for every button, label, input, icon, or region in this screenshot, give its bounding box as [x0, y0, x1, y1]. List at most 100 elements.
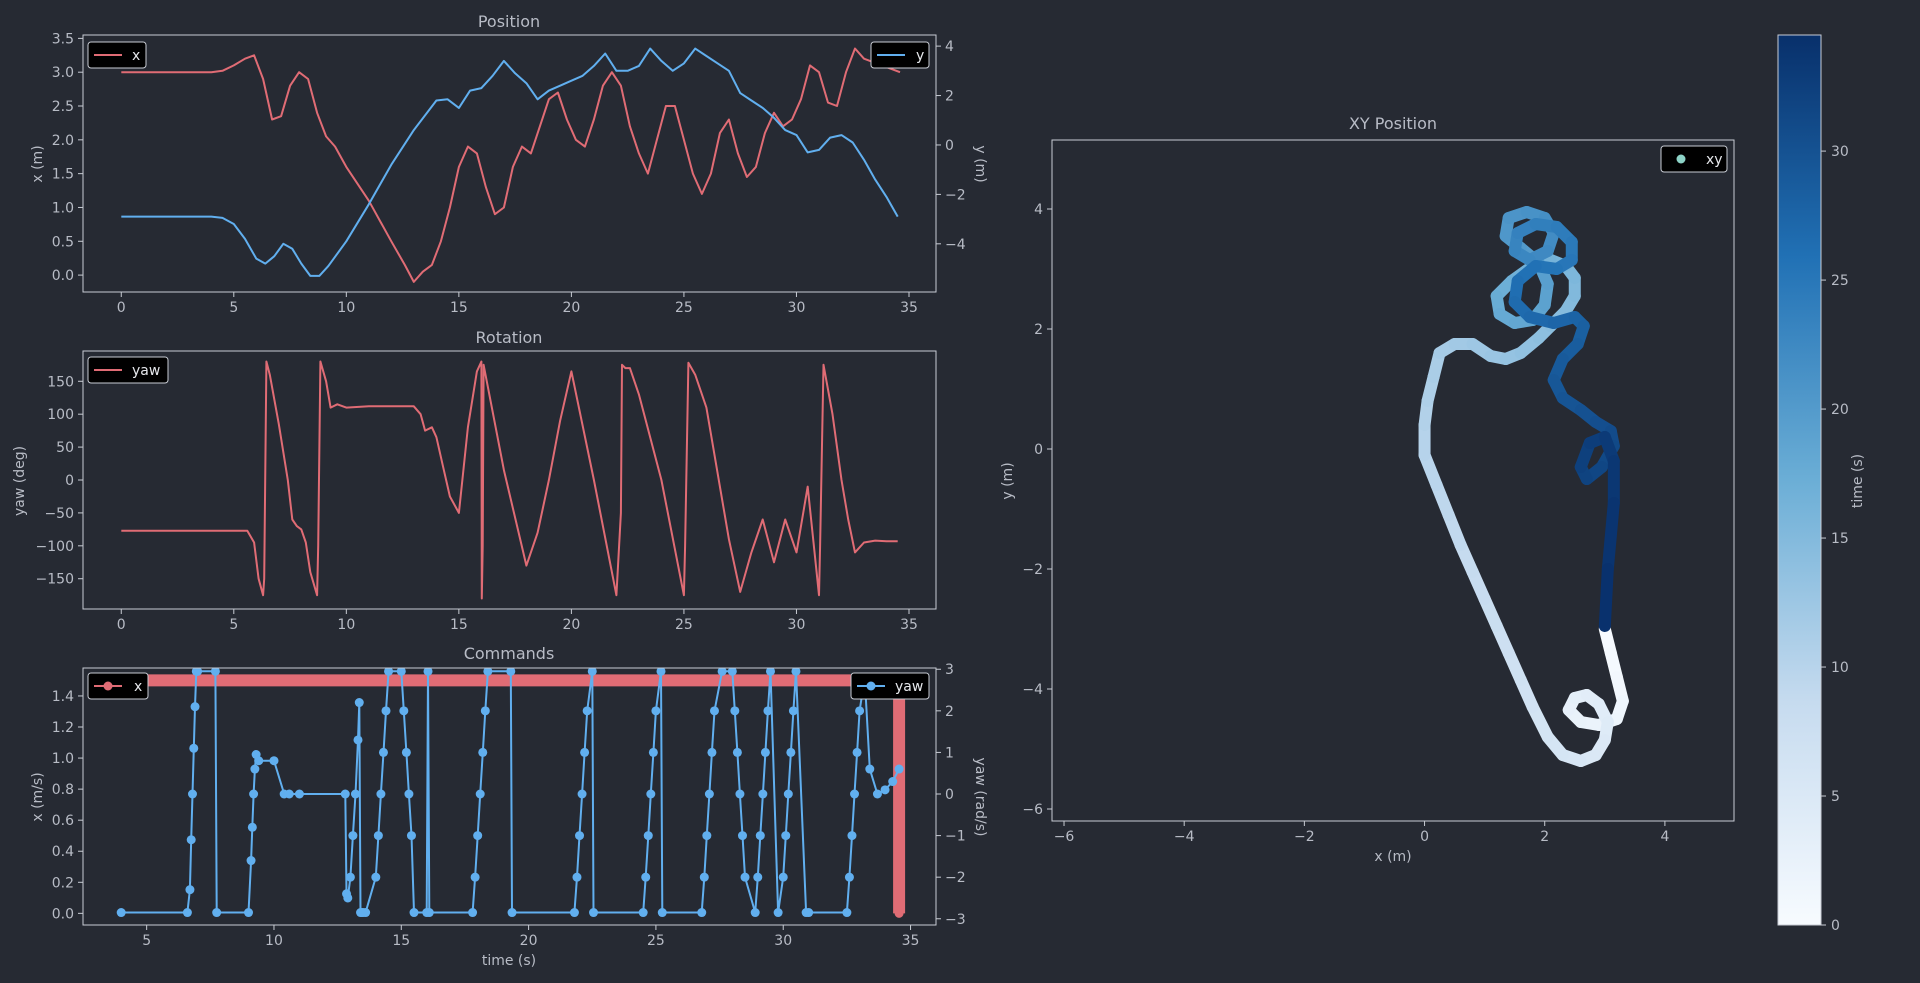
colorbar: 0 5 10 15 20 25 30 time (s) — [1777, 34, 1866, 934]
legend-box — [1660, 145, 1728, 173]
data-point-yaw — [376, 789, 386, 799]
data-point-yaw — [704, 789, 714, 799]
y-tick-label: −150 — [36, 572, 74, 588]
data-point-yaw — [575, 831, 585, 841]
x-tick-label: 10 — [337, 300, 355, 316]
data-point-yaw — [378, 747, 388, 757]
y-right-tick-label: −4 — [945, 237, 966, 253]
legend-y: y — [870, 41, 930, 69]
x-tick-label: 10 — [265, 933, 283, 949]
y-tick-label: 2.0 — [52, 133, 74, 149]
data-point-yaw — [844, 872, 854, 882]
data-point-yaw — [641, 872, 651, 882]
legend-label-yaw: yaw — [895, 679, 923, 695]
data-point-yaw — [244, 908, 254, 918]
commands-chart: Commands time (s) x (m/s) yaw (rad/s) 5 1… — [30, 644, 988, 969]
x-tick-label: 35 — [902, 933, 920, 949]
data-point-yaw — [384, 668, 394, 676]
data-point-yaw — [880, 785, 890, 795]
data-point-yaw — [182, 908, 192, 918]
data-point-yaw — [409, 908, 419, 918]
data-point-yaw — [638, 908, 648, 918]
series-layer — [121, 47, 901, 283]
y-right-tick-label: 2 — [945, 89, 954, 105]
colorbar-tick-label: 25 — [1831, 273, 1849, 289]
series-layer — [121, 360, 898, 600]
data-point-yaw — [340, 789, 350, 799]
legend-x-cmd: x — [87, 672, 149, 700]
data-point-yaw — [582, 706, 592, 716]
plot-frame — [1051, 139, 1735, 822]
plot-frame — [82, 667, 937, 926]
series-layer — [116, 668, 906, 918]
xy-trajectory-segment — [1598, 563, 1614, 632]
position-chart: Position x (m) y (m) 0 5 10 15 20 25 30 350.00.… — [30, 12, 988, 316]
y-tick-label: 1.4 — [52, 689, 74, 705]
data-point-yaw — [643, 831, 653, 841]
data-point-yaw — [345, 872, 355, 882]
y-tick-label: −50 — [44, 506, 74, 522]
x-tick-label: 4 — [1660, 829, 1669, 845]
data-point-yaw — [732, 747, 742, 757]
data-point-yaw — [423, 668, 433, 676]
data-point-yaw — [587, 668, 597, 676]
data-point-yaw — [399, 706, 409, 716]
data-point-yaw — [697, 908, 707, 918]
y-tick-label: 0.8 — [52, 782, 74, 798]
x-tick-label: 2 — [1540, 829, 1549, 845]
y-tick-label: 2 — [1034, 322, 1043, 338]
x-tick-label: −4 — [1174, 829, 1195, 845]
legend-box — [850, 672, 930, 700]
x-tick-label: 35 — [900, 617, 918, 633]
y-tick-label: 150 — [47, 374, 74, 390]
y-tick-label: 0.6 — [52, 813, 74, 829]
y-axis-label: yaw (deg) — [12, 446, 28, 516]
legend-yaw: yaw — [87, 356, 169, 384]
series-line-x — [121, 47, 901, 283]
y-right-tick-label: −3 — [945, 912, 966, 928]
ticks-layer: 0 5 10 15 20 25 30 35 −150 −100 −50 0 50 100 150 — [36, 374, 918, 633]
data-point-yaw — [210, 668, 220, 676]
data-point-yaw — [185, 885, 195, 895]
x-tick-label: 0 — [1420, 829, 1429, 845]
data-point-yaw — [475, 789, 485, 799]
legend-label-x: x — [132, 48, 140, 64]
legend-yaw-cmd: yaw — [850, 672, 930, 700]
data-point-yaw — [850, 789, 860, 799]
xy-trajectory-segment — [1601, 497, 1620, 575]
x-tick-label: 0 — [117, 300, 126, 316]
x-tick-label: 15 — [450, 617, 468, 633]
y-axis-label-right: yaw (rad/s) — [972, 758, 988, 837]
x-axis-label: x (m) — [1374, 849, 1411, 865]
data-point-yaw — [651, 706, 661, 716]
data-point-yaw — [763, 706, 773, 716]
colorbar-tick-label: 15 — [1831, 531, 1849, 547]
legend-x: x — [87, 41, 147, 69]
data-point-yaw — [193, 668, 203, 676]
y-tick-label: −4 — [1022, 682, 1043, 698]
data-point-yaw — [284, 789, 294, 799]
data-point-yaw — [783, 789, 793, 799]
data-point-yaw — [254, 756, 264, 766]
data-point-x — [894, 908, 904, 918]
legend-xy: xy — [1660, 145, 1728, 173]
data-point-yaw — [760, 747, 770, 757]
ticks-layer: 5 10 15 20 25 30 350.00.20.40.60.81.01.21.4−3−… — [52, 662, 966, 949]
x-tick-label: 30 — [788, 617, 806, 633]
data-point-yaw — [755, 831, 765, 841]
colorbar-ticks: 0 5 10 15 20 25 30 — [1821, 144, 1849, 934]
data-point-yaw — [707, 747, 717, 757]
data-point-yaw — [187, 789, 197, 799]
chart-title: Rotation — [476, 328, 543, 347]
rotation-chart: Rotation yaw (deg) 0 5 10 15 20 25 30 35 −150 −10… — [12, 328, 937, 633]
legend-marker-xy — [1676, 154, 1686, 164]
y-tick-label: 0 — [1034, 442, 1043, 458]
data-point-yaw — [506, 668, 516, 676]
data-point-yaw — [250, 764, 260, 774]
x-tick-label: 0 — [117, 617, 126, 633]
data-point-yaw — [699, 872, 709, 882]
data-point-yaw — [396, 668, 406, 676]
data-point-yaw — [656, 668, 666, 676]
y-right-tick-label: 1 — [945, 745, 954, 761]
